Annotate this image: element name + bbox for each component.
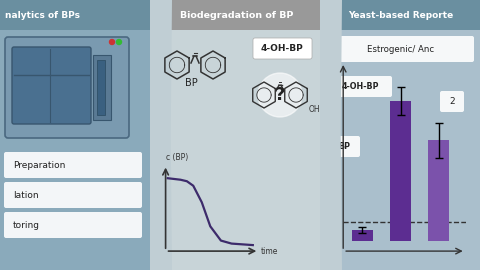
Bar	[0, 0, 152, 30]
Text: 4-OH-BP: 4-OH-BP	[261, 44, 303, 53]
Text: ?: ?	[275, 86, 285, 104]
Circle shape	[109, 39, 115, 45]
FancyBboxPatch shape	[4, 182, 142, 208]
FancyBboxPatch shape	[4, 152, 142, 178]
Text: BP: BP	[185, 78, 197, 88]
FancyBboxPatch shape	[328, 36, 474, 62]
Text: OH: OH	[309, 106, 321, 114]
Bar	[322, 0, 480, 30]
Text: Biodegradation of BP: Biodegradation of BP	[180, 11, 294, 19]
Text: Estrogenic/ Anc: Estrogenic/ Anc	[367, 45, 434, 53]
Text: Yeast-based Reporte: Yeast-based Reporte	[348, 11, 454, 19]
Text: 4-OH-BP: 4-OH-BP	[341, 82, 379, 91]
Bar	[93, 55, 111, 120]
Bar	[152, 0, 322, 30]
Bar	[97, 60, 105, 115]
Bar	[322, 0, 480, 270]
FancyBboxPatch shape	[4, 212, 142, 238]
Text: Preparation: Preparation	[13, 160, 65, 170]
FancyBboxPatch shape	[5, 37, 129, 138]
FancyBboxPatch shape	[328, 136, 360, 157]
Text: 2: 2	[449, 97, 455, 106]
Bar	[0, 0, 152, 270]
Text: time: time	[260, 247, 277, 256]
Bar	[352, 230, 373, 241]
Text: toring: toring	[13, 221, 40, 229]
Text: c (BP): c (BP)	[166, 153, 188, 163]
FancyBboxPatch shape	[440, 91, 464, 112]
Circle shape	[258, 73, 302, 117]
Polygon shape	[320, 0, 342, 270]
Bar	[152, 0, 322, 270]
FancyBboxPatch shape	[328, 76, 392, 97]
FancyBboxPatch shape	[12, 47, 91, 124]
Bar	[390, 101, 411, 241]
FancyBboxPatch shape	[253, 38, 312, 59]
Bar	[428, 140, 449, 241]
Text: BP: BP	[338, 142, 350, 151]
Text: nalytics of BPs: nalytics of BPs	[5, 11, 80, 19]
Text: lation: lation	[13, 191, 38, 200]
Polygon shape	[150, 0, 172, 270]
Circle shape	[117, 39, 121, 45]
